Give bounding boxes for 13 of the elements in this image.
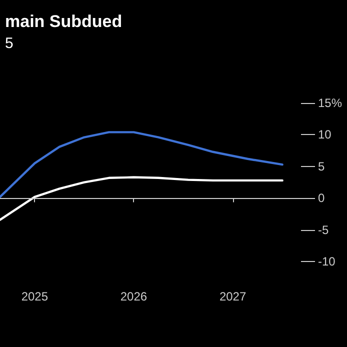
x-tick-label: 2025 <box>21 290 48 304</box>
chart-title: main Subdued <box>5 12 122 31</box>
y-tick-label: 15% <box>318 96 342 110</box>
x-tick-label: 2026 <box>120 290 148 304</box>
chart-subtitle: 5 <box>5 35 14 52</box>
y-tick-label: 5 <box>318 159 325 174</box>
line-series <box>0 176 284 221</box>
y-tick-label: -10 <box>318 254 336 269</box>
y-tick-label: -5 <box>318 222 329 237</box>
x-tick-label: 2027 <box>219 290 246 304</box>
y-tick-label: 10 <box>318 128 332 142</box>
y-tick-label: 0 <box>318 191 325 206</box>
line-series <box>0 131 284 198</box>
